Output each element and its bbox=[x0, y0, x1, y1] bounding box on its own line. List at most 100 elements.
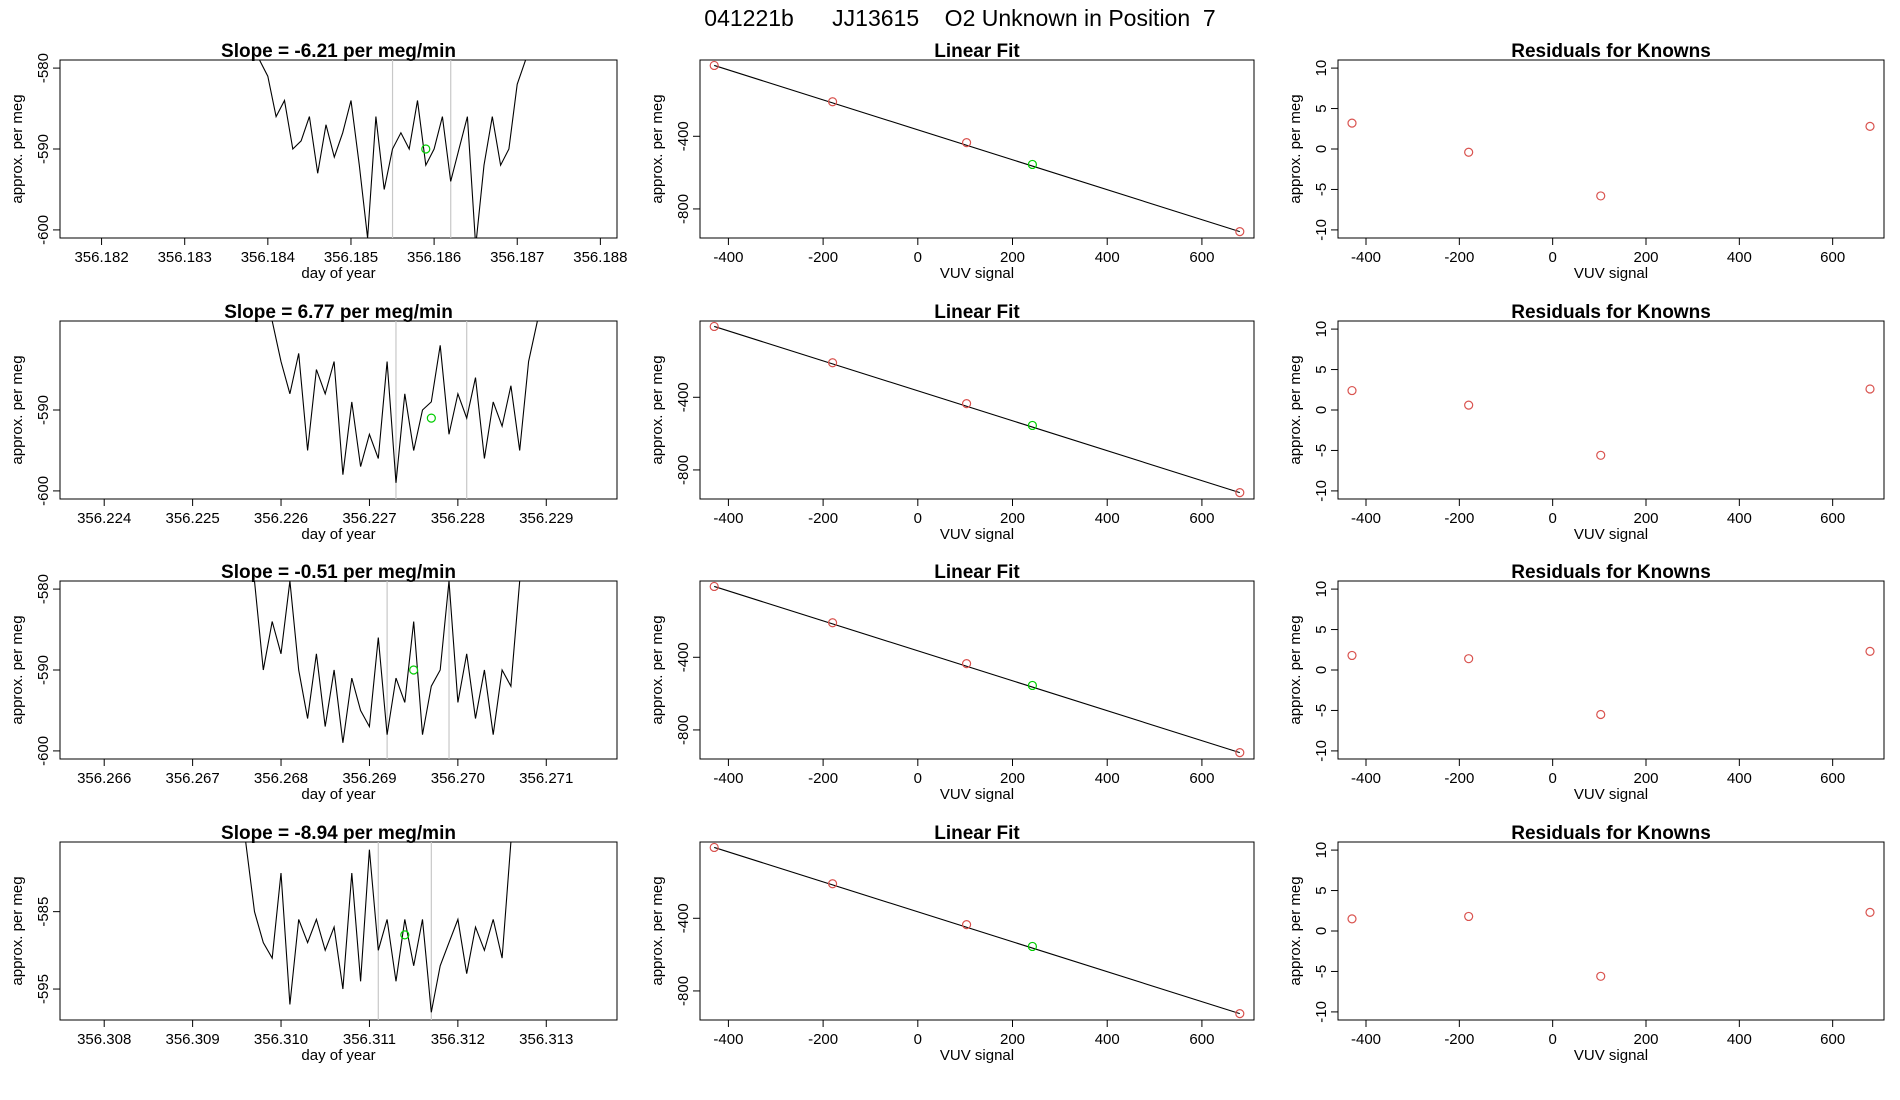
series-line bbox=[253, 581, 521, 743]
x-tick-label: 600 bbox=[1189, 249, 1214, 266]
y-tick-label: 0 bbox=[1313, 666, 1330, 674]
time-series-panel-2: Slope = -0.51 per meg/min 356.266 356.267 3… bbox=[9, 562, 618, 803]
known-point bbox=[961, 138, 972, 148]
data-layer bbox=[1347, 118, 1875, 201]
x-tick-label: 356.186 bbox=[407, 249, 461, 266]
time-series-panel-3: Slope = -8.94 per meg/min 356.308 356.309 3… bbox=[9, 823, 618, 1064]
x-axis-label: VUV signal bbox=[940, 786, 1014, 803]
linear-fit-panel-2: Linear Fit -400 -200 0 200 400 600 -400 -800 VUV … bbox=[649, 562, 1255, 803]
x-tick-label: 0 bbox=[1548, 510, 1556, 527]
x-tick-label: 356.270 bbox=[431, 770, 485, 787]
x-tick-label: 400 bbox=[1727, 770, 1752, 787]
fit-line bbox=[714, 846, 1240, 1015]
y-tick-label: -600 bbox=[35, 476, 52, 506]
y-axis-label: approx. per meg bbox=[649, 94, 666, 203]
x-tick-label: -200 bbox=[1444, 249, 1474, 266]
x-tick-label: 400 bbox=[1727, 249, 1752, 266]
plot-frame bbox=[1337, 59, 1885, 239]
x-tick-label: 356.312 bbox=[431, 1031, 485, 1048]
chart-title: Linear Fit bbox=[934, 562, 1020, 583]
y-tick-label: -580 bbox=[35, 53, 52, 83]
plot-frame bbox=[699, 59, 1255, 239]
panels: Slope = -6.21 per meg/min 356.182 356.183 3… bbox=[9, 41, 1885, 1064]
x-tick-label: 600 bbox=[1189, 510, 1214, 527]
x-axis-label: VUV signal bbox=[1574, 526, 1648, 543]
data-layer bbox=[709, 842, 1245, 1019]
x-axis-label: VUV signal bbox=[940, 265, 1014, 282]
known-point bbox=[1865, 646, 1875, 656]
x-tick-label: 356.184 bbox=[241, 249, 295, 266]
x-tick-label: 356.183 bbox=[158, 249, 212, 266]
unknown-point bbox=[1027, 159, 1038, 170]
x-tick-label: 0 bbox=[1548, 1031, 1556, 1048]
known-point bbox=[1235, 227, 1245, 237]
y-tick-label: -5 bbox=[1313, 704, 1330, 717]
x-tick-label: 356.308 bbox=[77, 1031, 131, 1048]
residuals-panel-2: Residuals for Knowns -400 -200 0 200 400 600 10… bbox=[1287, 562, 1885, 803]
x-tick-label: 400 bbox=[1095, 770, 1120, 787]
chart-title: Slope = -8.94 per meg/min bbox=[221, 823, 456, 844]
x-tick-label: 600 bbox=[1820, 1031, 1845, 1048]
y-tick-label: -585 bbox=[35, 897, 52, 927]
x-tick-label: 356.311 bbox=[343, 1031, 396, 1048]
series-line bbox=[245, 842, 512, 1013]
x-tick-label: -400 bbox=[713, 770, 743, 787]
plot-frame bbox=[699, 320, 1255, 500]
y-tick-label: -800 bbox=[675, 715, 692, 745]
known-point bbox=[1596, 709, 1606, 720]
chart-title: Slope = -6.21 per meg/min bbox=[221, 41, 456, 62]
y-tick-label: 5 bbox=[1313, 365, 1330, 373]
y-axis-label: approx. per meg bbox=[649, 615, 666, 724]
x-tick-label: 356.227 bbox=[342, 510, 396, 527]
x-tick-label: 356.182 bbox=[74, 249, 128, 266]
y-tick-label: -400 bbox=[675, 382, 692, 412]
x-tick-label: 356.226 bbox=[254, 510, 308, 527]
y-tick-label: -5 bbox=[1313, 965, 1330, 978]
chart-title: Slope = 6.77 per meg/min bbox=[224, 302, 453, 323]
known-point bbox=[1235, 748, 1245, 758]
y-tick-label: -800 bbox=[675, 194, 692, 224]
data-layer bbox=[271, 321, 538, 499]
data-layer bbox=[1347, 907, 1875, 981]
fit-line bbox=[714, 585, 1240, 754]
x-tick-label: 356.269 bbox=[342, 770, 396, 787]
x-axis-label: day of year bbox=[301, 526, 375, 543]
y-tick-label: -10 bbox=[1313, 480, 1330, 502]
unknown-marker bbox=[426, 413, 436, 423]
data-layer bbox=[709, 60, 1245, 237]
fit-line bbox=[714, 64, 1240, 233]
x-tick-label: 400 bbox=[1727, 510, 1752, 527]
x-tick-label: -200 bbox=[808, 1031, 838, 1048]
x-tick-label: 200 bbox=[1633, 249, 1658, 266]
y-tick-label: -590 bbox=[35, 134, 52, 164]
x-tick-label: 200 bbox=[1000, 770, 1025, 787]
plot-frame bbox=[1337, 841, 1885, 1021]
known-point bbox=[1235, 1009, 1245, 1019]
known-point bbox=[1347, 914, 1357, 924]
y-axis-label: approx. per meg bbox=[1287, 94, 1304, 203]
plot-frame bbox=[1337, 320, 1885, 500]
x-axis-label: VUV signal bbox=[1574, 786, 1648, 803]
x-tick-label: -200 bbox=[808, 510, 838, 527]
y-tick-label: -580 bbox=[35, 574, 52, 604]
figure-suptitle: 041221b JJ13615 O2 Unknown in Position 7 bbox=[704, 5, 1215, 31]
x-tick-label: 356.224 bbox=[77, 510, 131, 527]
x-axis-label: VUV signal bbox=[1574, 1047, 1648, 1064]
fit-line bbox=[714, 325, 1240, 494]
series-line bbox=[259, 60, 527, 238]
known-point bbox=[1464, 654, 1474, 664]
y-tick-label: -590 bbox=[35, 655, 52, 685]
x-tick-label: 0 bbox=[1548, 770, 1556, 787]
y-axis-label: approx. per meg bbox=[1287, 615, 1304, 724]
known-point bbox=[827, 97, 838, 107]
x-tick-label: 400 bbox=[1727, 1031, 1752, 1048]
y-tick-label: -590 bbox=[35, 395, 52, 425]
y-tick-label: -600 bbox=[35, 215, 52, 245]
known-point bbox=[1865, 384, 1875, 394]
x-tick-label: -400 bbox=[713, 510, 743, 527]
x-tick-label: -200 bbox=[1444, 1031, 1474, 1048]
y-tick-label: 0 bbox=[1313, 145, 1330, 153]
x-tick-label: 600 bbox=[1820, 249, 1845, 266]
chart-title: Linear Fit bbox=[934, 302, 1020, 323]
known-point bbox=[709, 321, 719, 332]
